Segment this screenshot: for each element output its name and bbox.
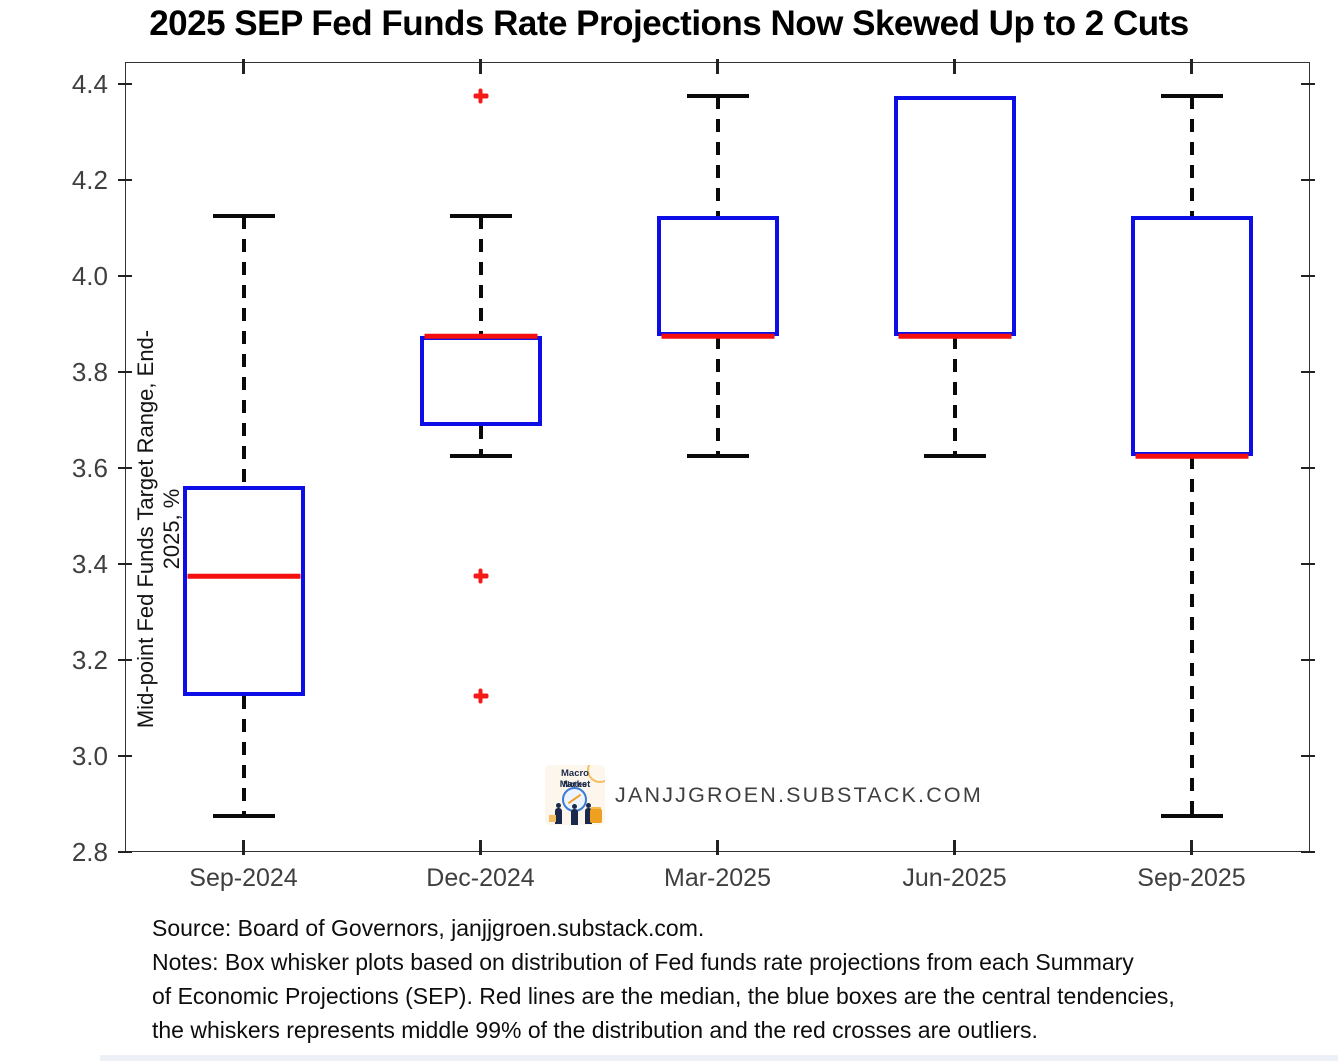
y-tick-mark xyxy=(1301,562,1315,566)
y-tick-mark xyxy=(118,850,132,854)
y-tick-mark xyxy=(118,754,132,758)
x-tick-label: Jun-2025 xyxy=(902,864,1007,892)
x-tick-mark xyxy=(1190,59,1193,74)
box-central-tendency xyxy=(893,96,1016,337)
y-tick-label: 3.2 xyxy=(71,645,108,676)
x-tick-mark xyxy=(716,840,719,855)
median-line xyxy=(661,333,774,339)
person-icon xyxy=(571,804,578,825)
source-notes: Source: Board of Governors, janjjgroen.s… xyxy=(152,911,1302,1047)
y-tick-mark xyxy=(118,658,132,662)
upper-whisker xyxy=(478,216,483,337)
x-tick-mark xyxy=(953,59,956,74)
y-tick-label: 4.0 xyxy=(71,261,108,292)
upper-whisker-cap xyxy=(212,214,275,219)
y-tick-label: 3.8 xyxy=(71,357,108,388)
logo-square-decoration xyxy=(549,815,556,822)
chart-title: 2025 SEP Fed Funds Rate Projections Now … xyxy=(149,4,1189,43)
y-tick-mark xyxy=(1301,178,1315,182)
median-line xyxy=(187,573,300,579)
y-tick-label: 2.8 xyxy=(71,837,108,867)
lower-whisker xyxy=(952,336,957,457)
y-tick-mark xyxy=(1301,850,1315,854)
y-tick-mark xyxy=(1301,274,1315,278)
x-tick-mark xyxy=(479,840,482,855)
notes-line: the whiskers represents middle 99% of th… xyxy=(152,1017,1038,1043)
upper-whisker-cap xyxy=(686,94,749,99)
y-tick-label: 4.4 xyxy=(71,69,108,100)
box-central-tendency xyxy=(1130,216,1253,457)
lower-whisker-cap xyxy=(212,814,275,818)
logo-arc-decoration xyxy=(587,765,605,783)
lower-whisker-cap xyxy=(686,454,749,459)
upper-whisker xyxy=(241,216,246,487)
median-line xyxy=(424,333,537,339)
upper-whisker-cap xyxy=(1160,94,1223,99)
notes-line: of Economic Projections (SEP). Red lines… xyxy=(152,983,1175,1009)
x-tick-mark xyxy=(1190,840,1193,855)
person-icon xyxy=(585,803,592,824)
x-tick-label: Dec-2024 xyxy=(426,864,535,892)
box-central-tendency xyxy=(419,336,542,427)
notes-line: Notes: Box whisker plots based on distri… xyxy=(152,949,1134,975)
outlier-cross-icon xyxy=(473,688,488,704)
y-tick-label: 3.0 xyxy=(71,741,108,771)
outlier-cross-icon xyxy=(473,568,488,584)
lower-whisker xyxy=(1189,456,1194,816)
upper-whisker-cap xyxy=(449,214,512,219)
lower-whisker-cap xyxy=(449,454,512,459)
lower-whisker-cap xyxy=(1160,814,1223,818)
source-line: Source: Board of Governors, janjjgroen.s… xyxy=(152,915,705,941)
y-tick-mark xyxy=(118,466,132,470)
x-tick-mark xyxy=(242,59,245,74)
x-tick-mark xyxy=(242,840,245,855)
logo-title-text: Macro Market xyxy=(559,768,591,790)
x-tick-mark xyxy=(479,59,482,74)
logo-subtitle-text: Notes xyxy=(563,779,587,789)
y-tick-mark xyxy=(118,370,132,374)
x-tick-label: Mar-2025 xyxy=(664,864,771,892)
y-tick-mark xyxy=(118,562,132,566)
upper-whisker xyxy=(1189,96,1194,217)
lower-whisker xyxy=(715,336,720,457)
watermark-site-text: JANJJGROEN.SUBSTACK.COM xyxy=(615,782,983,807)
coins-icon xyxy=(590,809,602,823)
y-tick-mark xyxy=(1301,754,1315,758)
y-tick-label: 4.2 xyxy=(71,165,108,196)
y-tick-label: 3.6 xyxy=(71,453,108,484)
lower-whisker-cap xyxy=(923,454,986,459)
x-tick-mark xyxy=(953,840,956,855)
watermark-logo: Macro Market Notes xyxy=(545,765,605,825)
y-tick-label: 3.4 xyxy=(71,549,108,580)
x-tick-label: Sep-2025 xyxy=(1137,864,1246,892)
person-icon xyxy=(555,803,562,824)
median-line xyxy=(1135,453,1248,459)
y-tick-mark xyxy=(1301,370,1315,374)
watermark: Macro Market Notes JANJJGROEN.SUBSTACK.C… xyxy=(545,764,983,826)
upper-whisker xyxy=(715,96,720,217)
lower-whisker xyxy=(241,696,246,816)
lower-whisker xyxy=(478,426,483,457)
bottom-divider xyxy=(100,1055,1338,1061)
y-tick-mark xyxy=(1301,82,1315,86)
median-line xyxy=(898,333,1011,339)
y-tick-mark xyxy=(118,82,132,86)
x-tick-mark xyxy=(716,59,719,74)
outlier-cross-icon xyxy=(473,88,488,104)
y-axis-label: Mid-point Fed Funds Target Range, End- 2… xyxy=(133,329,184,729)
y-tick-mark xyxy=(118,274,132,278)
y-tick-mark xyxy=(118,178,132,182)
y-tick-mark xyxy=(1301,658,1315,662)
box-central-tendency xyxy=(656,216,779,337)
y-tick-mark xyxy=(1301,466,1315,470)
x-tick-label: Sep-2024 xyxy=(189,864,298,892)
box-central-tendency xyxy=(182,486,305,696)
